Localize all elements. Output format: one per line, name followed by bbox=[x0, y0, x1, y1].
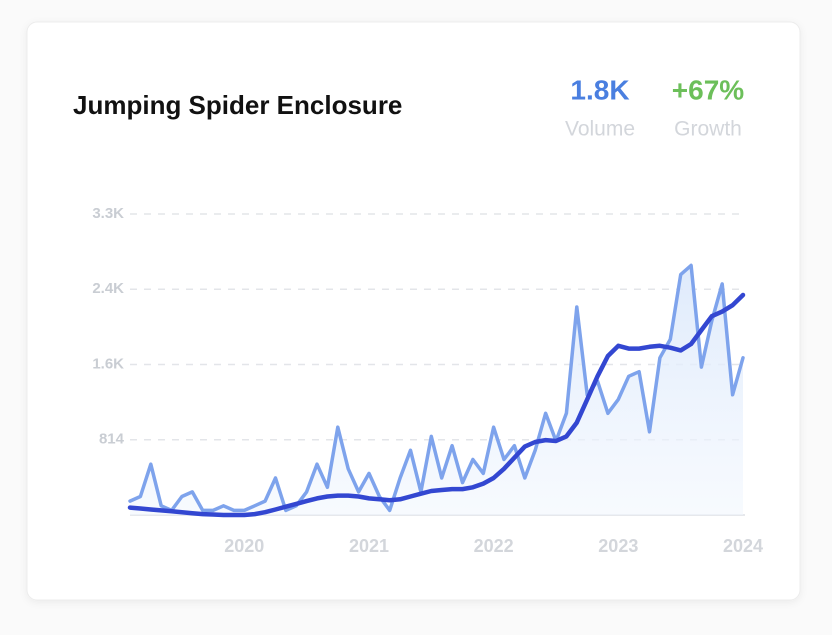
stat-label: Growth bbox=[674, 118, 742, 141]
stat-label: Volume bbox=[565, 118, 635, 141]
y-tick-label: 2.4K bbox=[92, 280, 124, 297]
volume-line bbox=[128, 263, 745, 513]
x-tick-label: 2021 bbox=[349, 536, 389, 556]
card-title: Jumping Spider Enclosure bbox=[73, 90, 402, 120]
y-tick-label: 1.6K bbox=[92, 355, 124, 372]
y-tick-label: 3.3K bbox=[92, 205, 124, 222]
stat-value: 1.8K bbox=[570, 74, 629, 105]
x-tick-label: 2023 bbox=[598, 536, 638, 556]
trend-line bbox=[127, 292, 746, 518]
x-tick-label: 2024 bbox=[723, 536, 763, 556]
area bbox=[130, 265, 743, 515]
x-tick-label: 2020 bbox=[224, 536, 264, 556]
stat-value: +67% bbox=[672, 74, 744, 105]
x-tick-label: 2022 bbox=[474, 536, 514, 556]
y-tick-label: 814 bbox=[99, 431, 125, 448]
